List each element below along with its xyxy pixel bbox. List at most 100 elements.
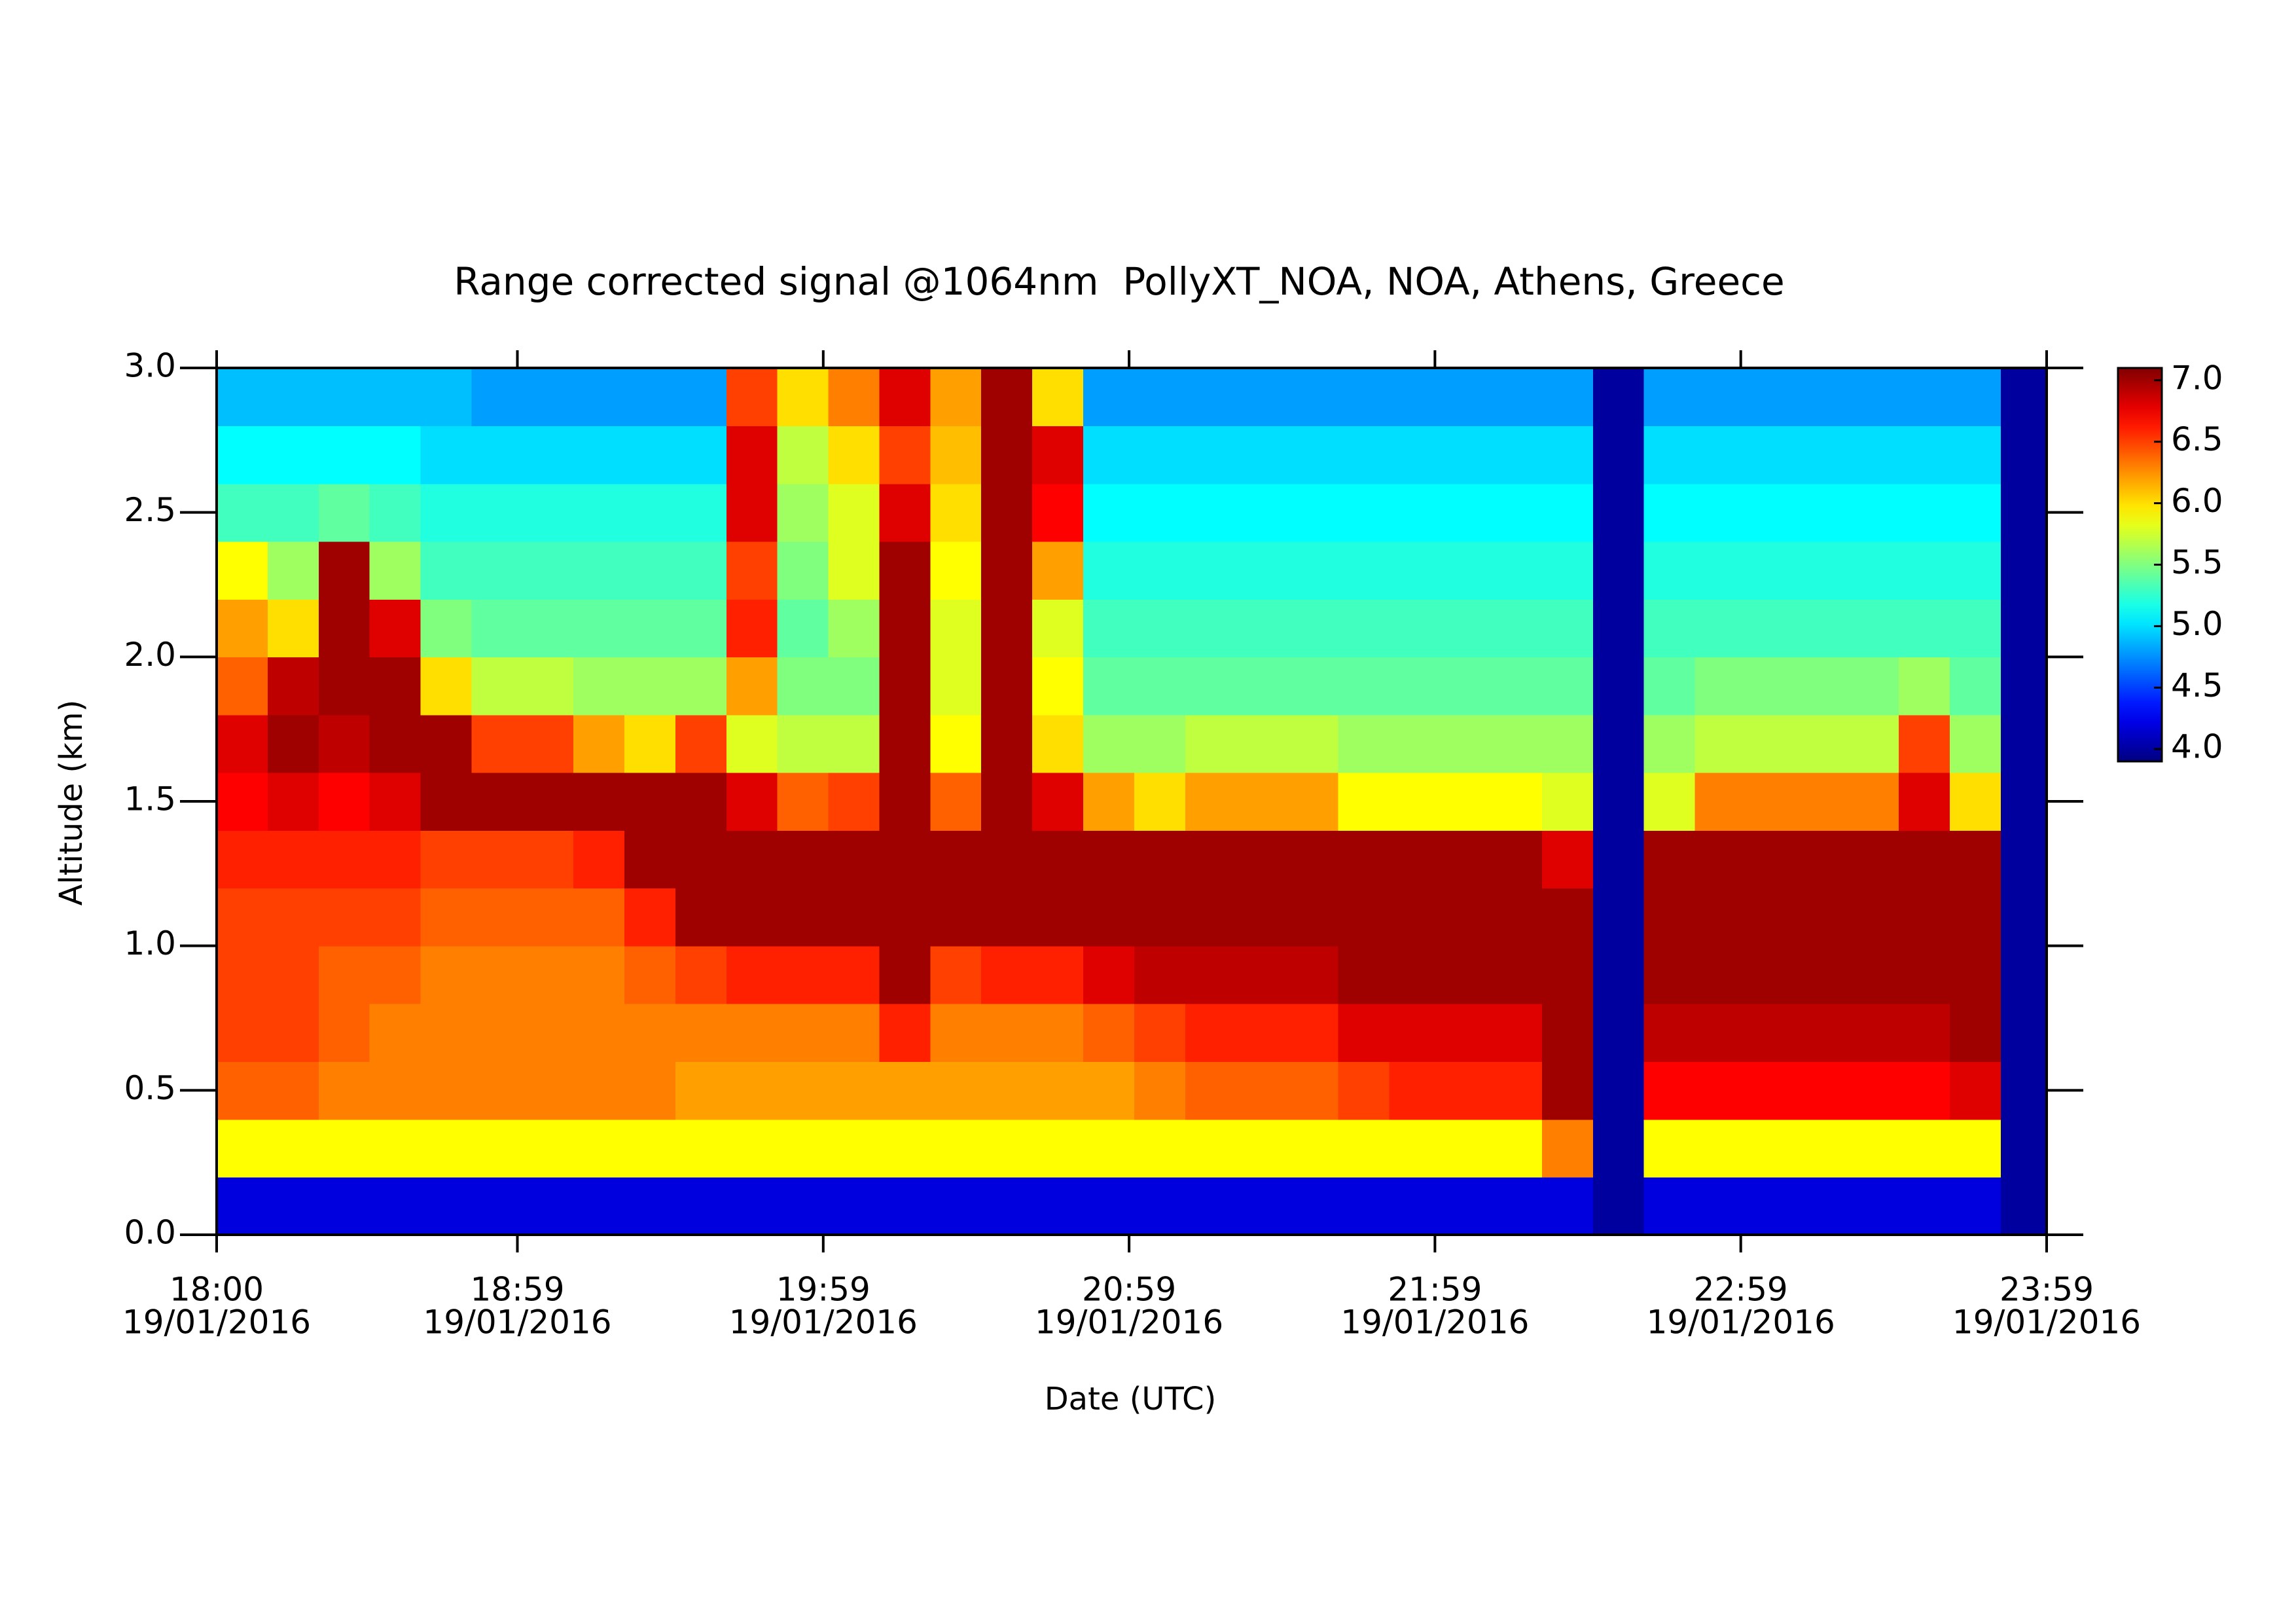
heatmap-cell bbox=[1643, 541, 1696, 600]
heatmap-cell bbox=[217, 830, 268, 889]
heatmap-cell bbox=[981, 483, 1033, 542]
heatmap-cell bbox=[981, 426, 1033, 484]
heatmap-cell bbox=[624, 368, 676, 427]
heatmap-cell bbox=[522, 830, 574, 889]
heatmap-cell bbox=[573, 772, 625, 831]
heatmap-cell bbox=[1236, 1003, 1288, 1062]
heatmap-cell bbox=[369, 714, 422, 773]
heatmap-cell bbox=[1746, 1119, 1798, 1178]
heatmap-cell bbox=[1950, 1176, 2001, 1235]
heatmap-cell bbox=[1848, 599, 1899, 658]
heatmap-cell bbox=[318, 1119, 370, 1178]
heatmap-cell bbox=[1032, 714, 1084, 773]
heatmap-cell bbox=[981, 714, 1033, 773]
heatmap-cell bbox=[1643, 772, 1696, 831]
heatmap-cell bbox=[1389, 426, 1441, 484]
heatmap-cell bbox=[1287, 426, 1339, 484]
heatmap-cell bbox=[624, 1119, 676, 1178]
heatmap-cell bbox=[267, 888, 319, 947]
heatmap-cell bbox=[471, 714, 524, 773]
heatmap-cell bbox=[318, 426, 370, 484]
heatmap-cell bbox=[1797, 830, 1849, 889]
heatmap-cell bbox=[1695, 483, 1747, 542]
heatmap-cell bbox=[420, 888, 473, 947]
heatmap-cell bbox=[726, 657, 778, 716]
heatmap-cell bbox=[1134, 945, 1186, 1004]
heatmap-cell bbox=[726, 1061, 778, 1120]
heatmap-cell bbox=[1643, 657, 1696, 716]
heatmap-cell bbox=[1848, 426, 1899, 484]
heatmap-cell bbox=[828, 483, 880, 542]
heatmap-cell bbox=[1746, 368, 1798, 427]
heatmap-cell bbox=[1797, 599, 1849, 658]
heatmap-cell bbox=[777, 599, 829, 658]
heatmap-cell bbox=[1185, 426, 1237, 484]
heatmap-cell bbox=[2000, 368, 2047, 427]
heatmap-cell bbox=[1746, 1061, 1798, 1120]
heatmap-cell bbox=[217, 945, 268, 1004]
heatmap-cell bbox=[471, 945, 524, 1004]
heatmap-cell bbox=[1491, 541, 1543, 600]
heatmap-cell bbox=[1338, 1119, 1390, 1178]
heatmap-cell bbox=[1134, 772, 1186, 831]
heatmap-cell bbox=[1541, 1061, 1594, 1120]
heatmap-cell bbox=[522, 541, 574, 600]
heatmap-cell bbox=[1695, 657, 1747, 716]
heatmap-cell bbox=[1134, 830, 1186, 889]
heatmap-cell bbox=[1389, 599, 1441, 658]
heatmap-cell bbox=[522, 426, 574, 484]
heatmap-cell bbox=[1083, 945, 1135, 1004]
heatmap-cell bbox=[1592, 599, 1645, 658]
heatmap-cell bbox=[777, 888, 829, 947]
heatmap-cell bbox=[1134, 541, 1186, 600]
heatmap-cell bbox=[675, 888, 727, 947]
heatmap-cell bbox=[1236, 599, 1288, 658]
heatmap-cell bbox=[879, 657, 931, 716]
heatmap-cell bbox=[1083, 714, 1135, 773]
heatmap-cell bbox=[1134, 1176, 1186, 1235]
heatmap-cell bbox=[471, 1061, 524, 1120]
heatmap-cell bbox=[318, 714, 370, 773]
heatmap-cell bbox=[1899, 1176, 1950, 1235]
heatmap-cell bbox=[573, 426, 625, 484]
heatmap-cell bbox=[777, 772, 829, 831]
heatmap-cell bbox=[369, 1061, 422, 1120]
heatmap-cell bbox=[828, 1061, 880, 1120]
heatmap-cell bbox=[981, 888, 1033, 947]
heatmap-cell bbox=[726, 772, 778, 831]
heatmap-cell bbox=[1695, 830, 1747, 889]
heatmap-cell bbox=[522, 1003, 574, 1062]
heatmap-cell bbox=[1899, 541, 1950, 600]
heatmap-cell bbox=[1287, 1176, 1339, 1235]
heatmap-cell bbox=[1848, 830, 1899, 889]
x-tick-label: 23:59 bbox=[2000, 1271, 2094, 1309]
heatmap-cell bbox=[1440, 888, 1492, 947]
heatmap-cell bbox=[217, 1003, 268, 1062]
heatmap-cell bbox=[828, 888, 880, 947]
heatmap-cell bbox=[1592, 714, 1645, 773]
heatmap-cell bbox=[1899, 657, 1950, 716]
heatmap-cell bbox=[420, 772, 473, 831]
heatmap-cell bbox=[267, 483, 319, 542]
heatmap-cell bbox=[1797, 1003, 1849, 1062]
heatmap-cell bbox=[726, 830, 778, 889]
heatmap-cell bbox=[1134, 714, 1186, 773]
heatmap-cell bbox=[1592, 1176, 1645, 1235]
heatmap-cell bbox=[1338, 714, 1390, 773]
heatmap-cell bbox=[1440, 714, 1492, 773]
heatmap-cell bbox=[267, 830, 319, 889]
heatmap-cell bbox=[2000, 541, 2047, 600]
heatmap-cell bbox=[930, 541, 982, 600]
heatmap-cell bbox=[1899, 483, 1950, 542]
heatmap-cell bbox=[1083, 1003, 1135, 1062]
heatmap-cell bbox=[267, 1003, 319, 1062]
heatmap-cell bbox=[1592, 368, 1645, 427]
heatmap-cell bbox=[777, 1061, 829, 1120]
heatmap-cell bbox=[981, 945, 1033, 1004]
heatmap-cell bbox=[1797, 368, 1849, 427]
heatmap-cell bbox=[1695, 1003, 1747, 1062]
heatmap-cell bbox=[675, 714, 727, 773]
x-tick-date: 19/01/2016 bbox=[729, 1304, 918, 1341]
heatmap-cell bbox=[1746, 1003, 1798, 1062]
heatmap-cell bbox=[1440, 599, 1492, 658]
